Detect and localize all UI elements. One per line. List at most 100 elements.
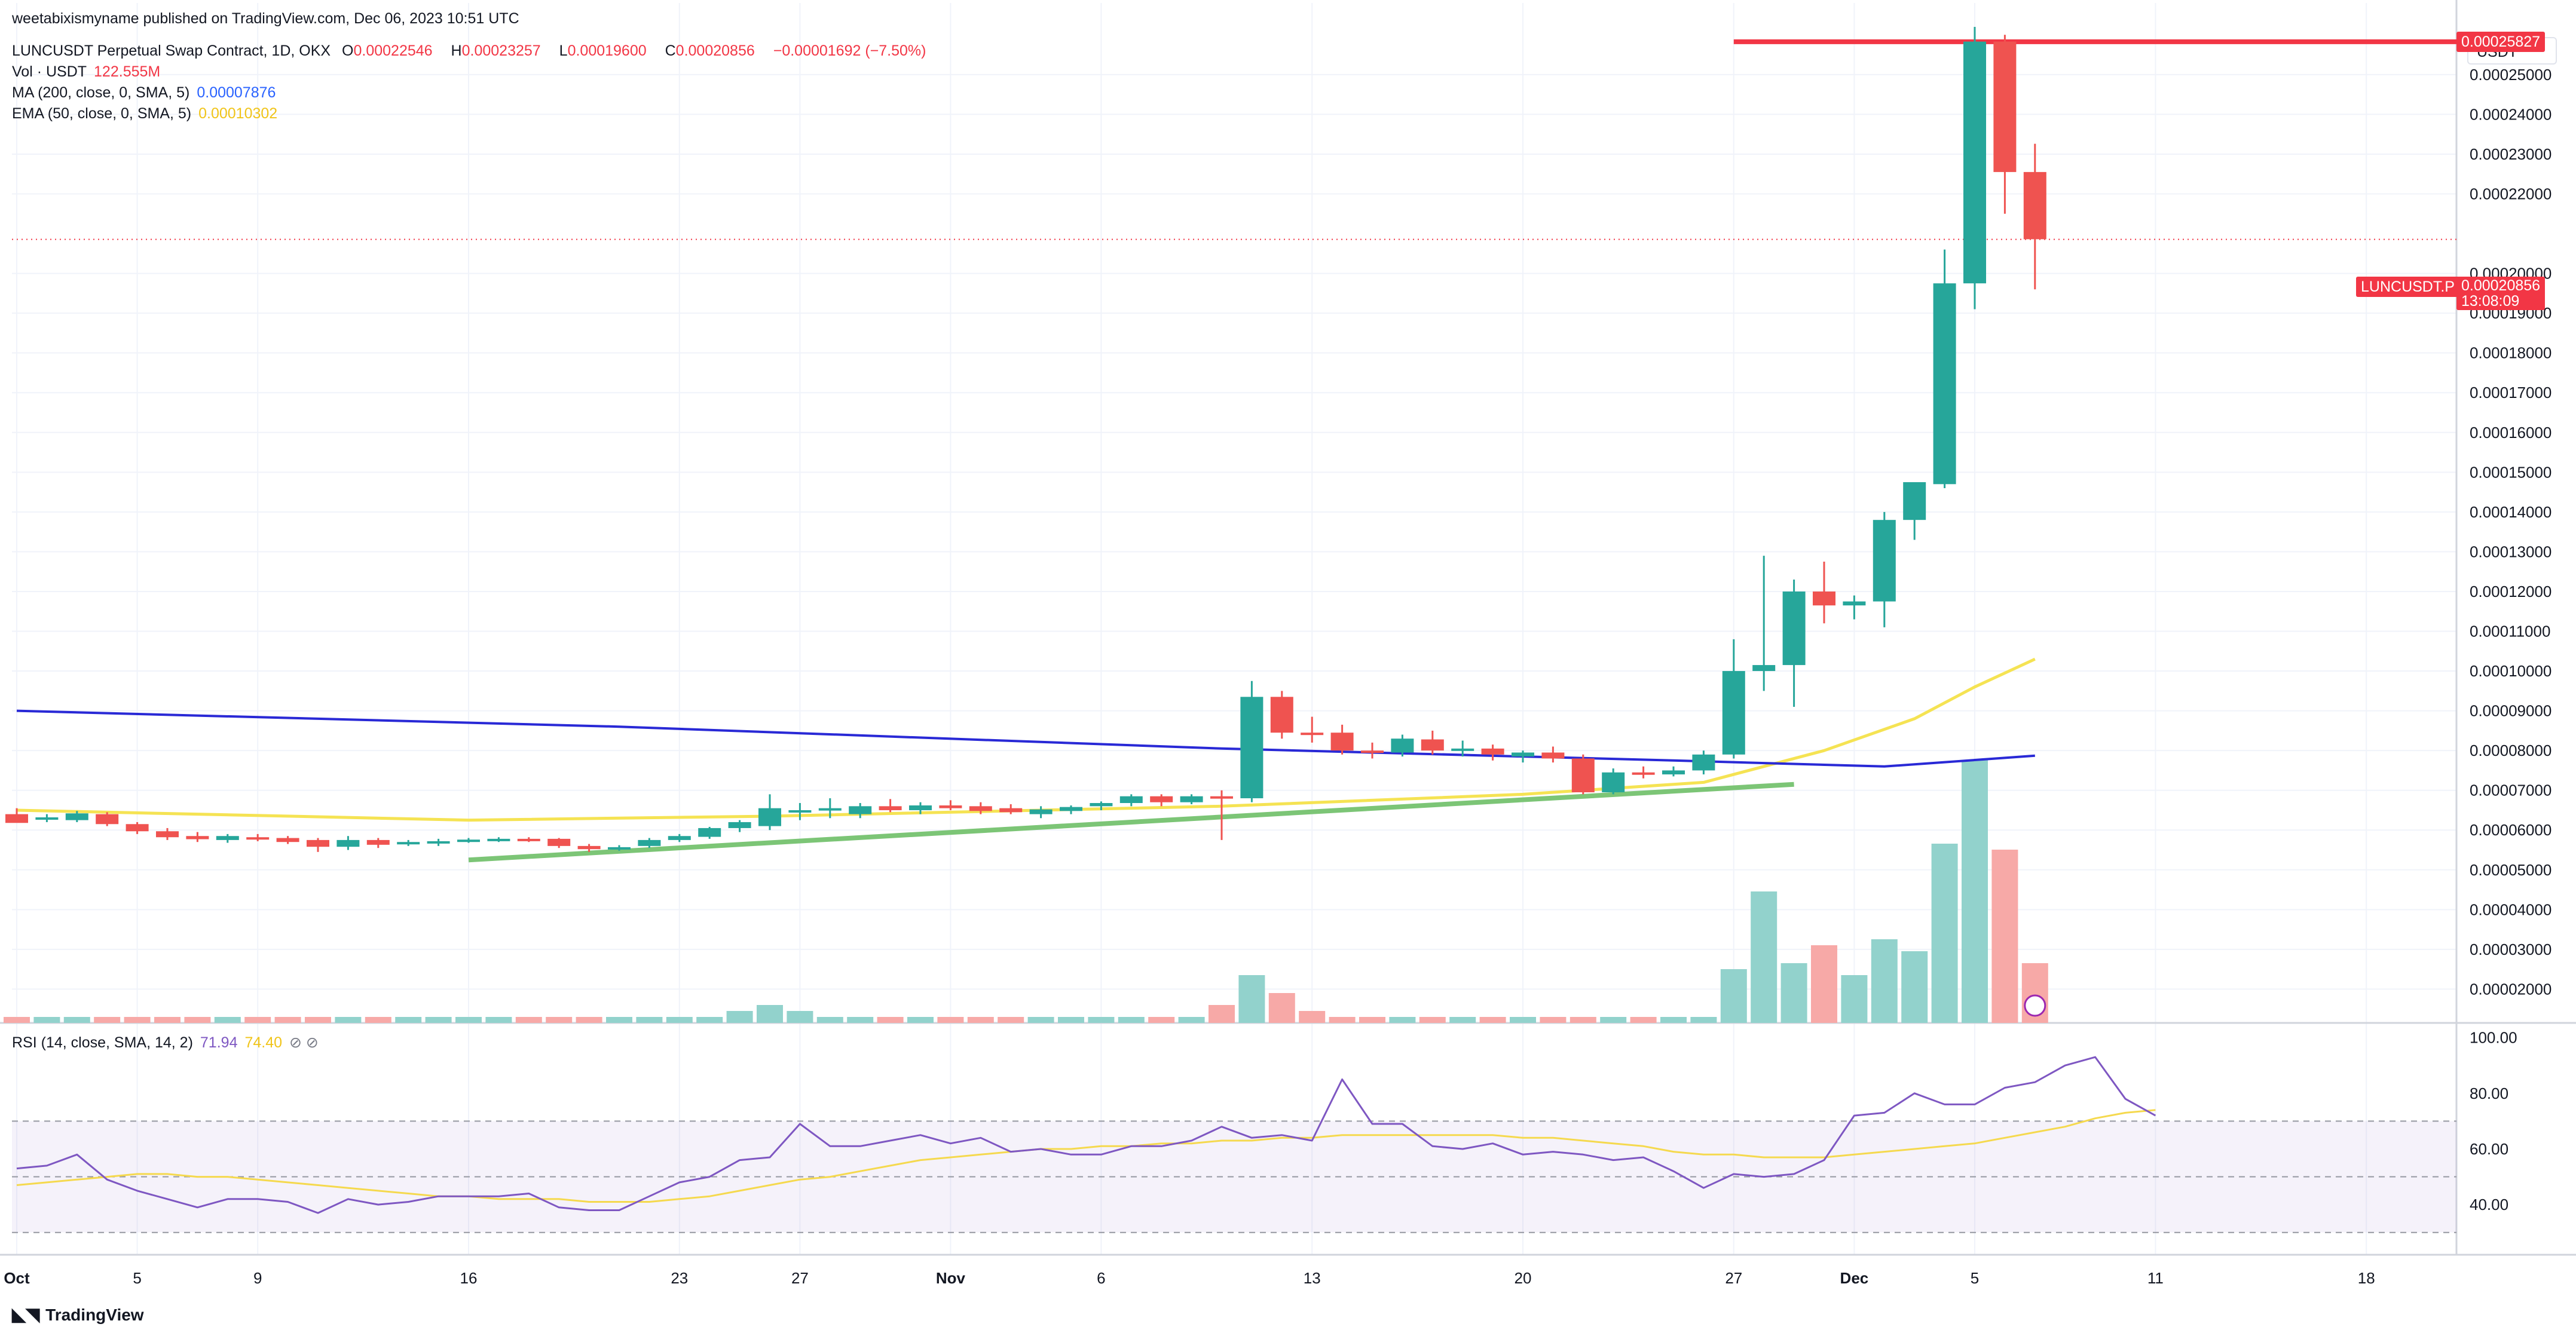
price-tick-label: 0.00013000 [2470, 543, 2551, 560]
volume-bar [1510, 1017, 1536, 1023]
price-tick-label: 0.00025000 [2470, 66, 2551, 84]
volume-bar [94, 1017, 121, 1023]
pane-separators [0, 0, 2576, 1256]
volume-bar [1720, 969, 1747, 1023]
volume-bar [1329, 1017, 1356, 1023]
time-tick-label: 20 [1515, 1269, 1532, 1287]
volume-bar [1178, 1017, 1205, 1023]
candle-body [608, 847, 631, 850]
volume-bar [184, 1017, 211, 1023]
volume-bar [63, 1017, 90, 1023]
candle-body [1602, 772, 1625, 793]
candles [5, 27, 2046, 1017]
price-tick-label: 0.00014000 [2470, 503, 2551, 521]
tv-logo-icon: ◣◥ [12, 1305, 40, 1325]
candle-body [186, 836, 209, 839]
candle-body [1571, 758, 1595, 793]
volume-bar [576, 1017, 602, 1023]
volume-bar [1600, 1017, 1627, 1023]
candle-body [1722, 671, 1745, 755]
volume-bar [1751, 891, 1777, 1023]
price-tick-label: 0.00012000 [2470, 583, 2551, 600]
candle-body [1150, 796, 1173, 802]
volume-legend[interactable]: Vol · USDT 122.555M [12, 63, 161, 80]
volume-bar [1931, 844, 1958, 1023]
symbol-title[interactable]: LUNCUSDT Perpetual Swap Contract, 1D, OK… [12, 42, 331, 59]
volume-bar [425, 1017, 452, 1023]
candle-body [1451, 748, 1474, 751]
volume-bar [907, 1017, 934, 1023]
volume-bar [696, 1017, 723, 1023]
candle-body [427, 841, 450, 844]
volume-bar [1962, 760, 1988, 1023]
close-value: C0.00020856 [665, 42, 755, 59]
time-axis: Oct 5 9 16 23 27 Nov 6 13 20 27 Dec 5 11 18 [4, 1269, 2375, 1287]
time-tick-label: 6 [1097, 1269, 1105, 1287]
volume-bar [33, 1017, 60, 1023]
volume-bar [214, 1017, 241, 1023]
time-tick-label: 11 [2147, 1269, 2164, 1287]
candle-body [728, 822, 751, 828]
candle-body [758, 808, 781, 826]
price-tick-label: 0.00010000 [2470, 662, 2551, 680]
price-tick-label: 0.00002000 [2470, 980, 2551, 998]
time-tick-label: 23 [671, 1269, 688, 1287]
candle-body [1873, 520, 1896, 602]
price-tick-label: 0.00011000 [2470, 623, 2550, 641]
volume-bar [1660, 1017, 1687, 1023]
candle-body [1512, 752, 1534, 757]
rsi-pane [12, 1056, 2456, 1233]
candle-body [1541, 752, 1565, 759]
volume-bar [455, 1017, 482, 1023]
price-tick-label: 0.00008000 [2470, 741, 2551, 759]
volume-bar [787, 1011, 813, 1023]
time-tick-label: 5 [133, 1269, 141, 1287]
candle-body [1481, 748, 1504, 755]
candle-body [879, 806, 902, 810]
price-tick-label: 0.00007000 [2470, 782, 2551, 799]
ema-legend[interactable]: EMA (50, close, 0, SMA, 5) 0.00010302 [12, 105, 278, 122]
price-tick-label: 0.00022000 [2470, 185, 2551, 203]
volume-bar [485, 1017, 512, 1023]
brand-name: TradingView [45, 1305, 144, 1324]
price-axis: 0.00002000 0.00003000 0.00004000 0.00005000… [2470, 66, 2551, 1214]
candle-body [1813, 591, 1835, 606]
time-tick-label: 27 [791, 1269, 809, 1287]
change-value: −0.00001692 (−7.50%) [773, 42, 926, 59]
volume-bar [154, 1017, 180, 1023]
candle-body [577, 845, 601, 850]
rsi-legend[interactable]: RSI (14, close, SMA, 14, 2) 71.94 74.40 ⊘ ⊘ [12, 1034, 319, 1051]
volume-bar [1148, 1017, 1175, 1023]
time-tick-label: Nov [936, 1269, 966, 1287]
volume-bar [515, 1017, 542, 1023]
volume-bar [124, 1017, 151, 1023]
grid-lines [12, 3, 2456, 1255]
volume-bar [937, 1017, 964, 1023]
candle-body [276, 838, 299, 842]
candle-body [216, 836, 239, 840]
volume-bar [1088, 1017, 1115, 1023]
candle-body [1752, 665, 1776, 672]
time-tick-label: 16 [460, 1269, 478, 1287]
candle-body [487, 838, 510, 841]
candle-body [1843, 601, 1866, 606]
rsi-ma-line [16, 1109, 2156, 1203]
candle-body [65, 813, 88, 820]
candle-body [1421, 739, 1444, 751]
volume-bar [1871, 939, 1898, 1023]
candle-body [668, 836, 691, 840]
ma-line [16, 709, 2035, 768]
candle-body [1090, 802, 1113, 807]
tradingview-logo[interactable]: ◣◥ TradingView [12, 1304, 144, 1325]
candle-body [1993, 41, 2017, 172]
candle-body [1270, 697, 1293, 733]
volume-bar [1449, 1017, 1476, 1023]
volume-bar [1901, 951, 1928, 1023]
price-tick-label: 0.00017000 [2470, 384, 2551, 402]
volume-bar [967, 1017, 994, 1023]
ma-legend[interactable]: MA (200, close, 0, SMA, 5) 0.00007876 [12, 84, 276, 101]
volume-bar [1811, 945, 1837, 1023]
volume-bar [1630, 1017, 1657, 1023]
candle-body [1180, 796, 1203, 802]
